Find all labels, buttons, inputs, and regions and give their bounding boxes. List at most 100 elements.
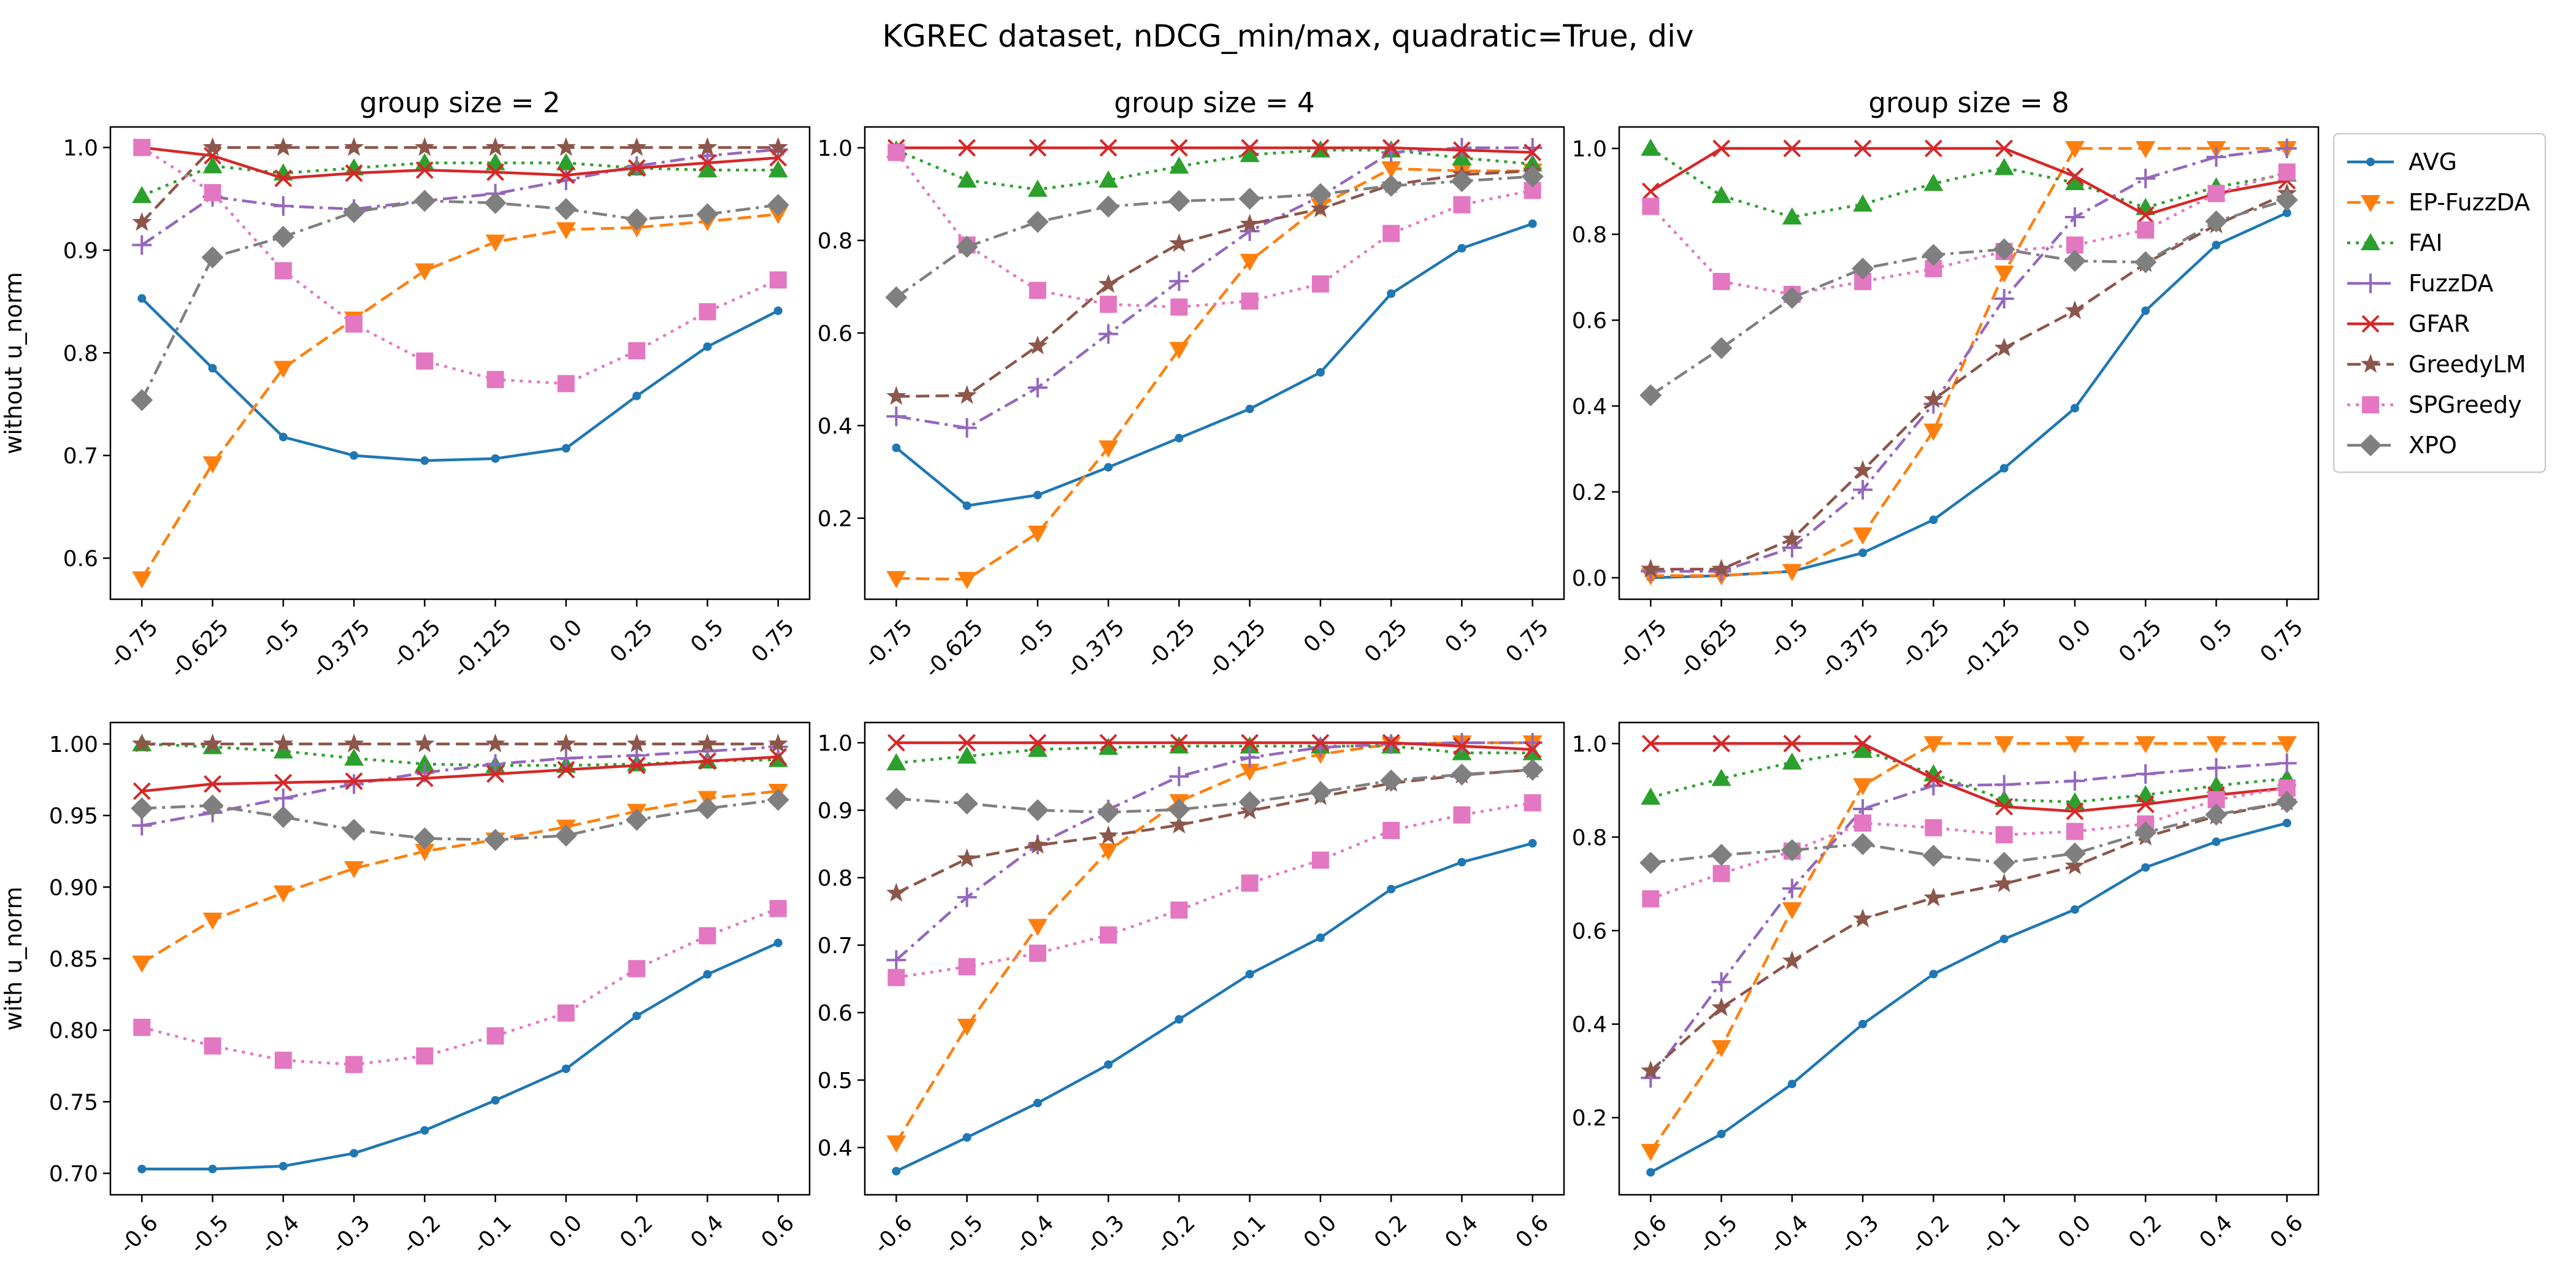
x-tick-label: -0.125 [448,615,516,683]
data-point [2212,240,2221,250]
data-point [1098,843,1119,861]
x-tick-label: -0.1 [468,1210,516,1259]
data-point [486,765,505,783]
data-point [1853,734,1872,753]
data-point [1712,734,1730,753]
data-point [632,1011,642,1021]
data-point [1852,258,1874,280]
x-tick-label: 0.0 [545,615,587,657]
data-point [415,137,435,156]
data-point [2070,404,2079,413]
x-tick-label: 0.5 [686,615,728,657]
series-line [1650,742,2287,813]
data-point [1528,838,1537,848]
data-point [2064,736,2085,754]
data-point [1712,139,1730,158]
data-point [2070,905,2079,914]
data-point [1858,548,1868,558]
data-point [2282,818,2291,827]
series-line [142,146,778,180]
data-point [769,271,787,289]
data-point [958,734,976,752]
x-tick-label: 0.2 [1370,1210,1412,1252]
subplot-6: 0.2 0.4 0.6 0.8 1.0 -0.6 -0.5 -0.4 -0.3 -0.2 -0.1 0… [1572,721,2320,1259]
data-point [343,137,364,156]
data-point [1387,289,1396,298]
data-point [491,454,500,463]
data-point [887,968,905,986]
data-point [132,186,152,204]
data-point [556,222,576,240]
data-point [696,797,719,819]
data-point [1995,139,2014,158]
data-point [1098,440,1119,458]
series-line [140,297,779,462]
x-tick-label: -0.5 [185,1210,234,1259]
x-tick-label: 0.25 [1360,615,1413,667]
data-point [1923,736,1944,754]
data-point [1711,1040,1731,1057]
data-point [132,956,152,973]
data-point [1994,158,2014,175]
legend-marker [2361,315,2380,333]
data-point [2141,863,2150,872]
data-point [1241,734,1259,752]
data-point [1309,781,1332,803]
data-point [956,236,978,258]
x-tick-label: -0.625 [166,615,234,683]
data-point [1994,337,2014,357]
series-fai [1641,139,2297,224]
data-point [201,794,224,817]
data-point [1169,156,1189,174]
data-point [1641,1060,1661,1079]
data-point [1033,1098,1042,1108]
data-point [1451,763,1473,786]
data-point [1852,908,1873,927]
data-point [1238,791,1261,813]
data-point [958,139,976,157]
x-tick-label: 0.6 [1511,1210,1554,1252]
data-point [350,1149,359,1158]
data-point [699,927,716,945]
data-point [1522,137,1543,158]
data-point [1453,806,1471,824]
data-point [1169,767,1189,786]
data-point [202,734,223,753]
data-point [1309,183,1332,205]
data-point [1782,529,1802,548]
data-point [627,756,646,775]
data-point [886,386,907,405]
data-point [886,1135,907,1153]
data-point [485,754,505,774]
subplot-title: group size = 8 [1868,86,2069,119]
data-point [2136,764,2156,784]
data-point [1453,196,1471,213]
data-point [1641,787,1661,805]
data-point [1994,266,2014,283]
data-point [1098,737,1119,755]
data-point [1169,233,1189,252]
data-point [1853,194,1873,212]
data-point [1169,342,1189,359]
data-point [1245,404,1254,413]
data-point [556,748,576,769]
data-point [1929,515,1938,524]
data-point [627,137,647,156]
series-line [1649,762,2287,1079]
y-tick-label: 0.6 [818,1001,853,1026]
data-point [1311,734,1330,752]
data-point [1782,902,1802,919]
y-tick-label: 0.6 [1572,919,1607,944]
data-point [486,163,505,182]
series-avg [137,294,783,466]
data-point [962,501,972,510]
data-point [345,1056,363,1073]
x-tick-label: -0.125 [1203,615,1271,683]
y-tick-label: 0.80 [49,1019,98,1044]
data-point [1029,945,1046,962]
y-tick-label: 0.4 [1572,1013,1607,1038]
data-point [2066,822,2083,840]
data-point [1710,843,1733,866]
x-tick-label: 0.6 [2266,1210,2308,1252]
data-point [1029,734,1047,752]
